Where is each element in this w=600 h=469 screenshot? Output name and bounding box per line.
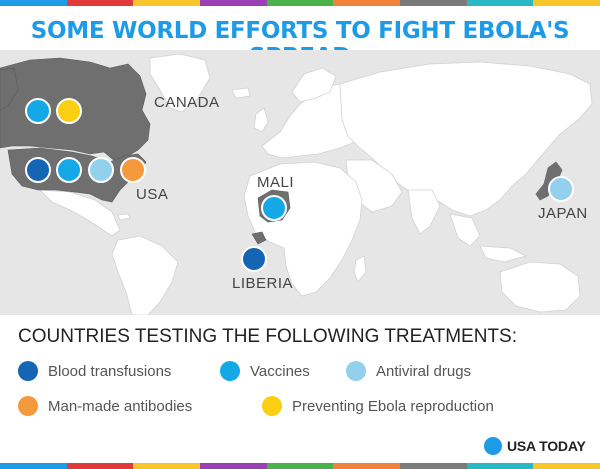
blood-transfusions-swatch	[18, 361, 38, 381]
topbar-segment	[400, 0, 467, 6]
usa-antiviral-drugs-marker	[88, 157, 114, 183]
world-map: CANADA USA MALI LIBERIA JAPAN	[0, 50, 600, 315]
topbar-segment	[0, 0, 67, 6]
topbar-segment	[266, 0, 334, 6]
usa-today-logo: USA TODAY	[484, 437, 586, 455]
bottombar-segment	[133, 463, 201, 469]
bottombar-segment	[200, 463, 267, 469]
canada-vaccines-marker	[25, 98, 51, 124]
topbar-segment	[333, 0, 401, 6]
topbar-segment	[133, 0, 201, 6]
vaccines-swatch	[220, 361, 240, 381]
country-label-japan: JAPAN	[538, 205, 588, 222]
legend-item-reproduction: Preventing Ebola reproduction	[262, 395, 494, 417]
legend-item-antiviral-drugs: Antiviral drugs	[346, 360, 471, 382]
country-label-liberia: LIBERIA	[232, 275, 294, 292]
topbar-segment	[200, 0, 267, 6]
reproduction-swatch	[262, 396, 282, 416]
mali-vaccines-marker	[261, 195, 287, 221]
antiviral-drugs-swatch	[346, 361, 366, 381]
bottom-color-stripe	[0, 463, 600, 469]
usa-today-wordmark: USA TODAY	[507, 438, 586, 454]
bottombar-segment	[266, 463, 334, 469]
japan-shape	[535, 161, 563, 201]
topbar-segment	[466, 0, 534, 6]
usa-antibodies-marker	[120, 157, 146, 183]
antibodies-swatch	[18, 396, 38, 416]
australia-shape	[499, 261, 581, 313]
legend-label: Antiviral drugs	[376, 362, 472, 380]
world-map-svg	[0, 53, 593, 315]
bottombar-segment	[466, 463, 534, 469]
usa-today-dot-icon	[484, 437, 502, 455]
greenland-shape	[149, 53, 211, 113]
legend-label: Man-made antibodies	[48, 397, 193, 415]
legend-label: Preventing Ebola reproduction	[292, 397, 494, 415]
country-label-canada: CANADA	[154, 94, 220, 111]
bottombar-segment	[400, 463, 467, 469]
bottombar-segment	[533, 463, 600, 469]
legend-item-blood-transfusions: Blood transfusions	[18, 360, 171, 382]
bottombar-segment	[333, 463, 401, 469]
japan-antiviral-drugs-marker	[548, 176, 574, 202]
topbar-segment	[66, 0, 134, 6]
legend-label: Blood transfusions	[48, 362, 172, 380]
liberia-shape	[251, 231, 267, 245]
legend-label: Vaccines	[250, 362, 310, 380]
usa-vaccines-marker	[56, 157, 82, 183]
canada-reproduction-marker	[56, 98, 82, 124]
legend-item-vaccines: Vaccines	[220, 360, 310, 382]
mexico-shape	[38, 189, 121, 237]
liberia-blood-transfusions-marker	[241, 246, 267, 272]
south-america-shape	[111, 235, 179, 315]
legend-title: COUNTRIES TESTING THE FOLLOWING TREATMEN…	[18, 326, 517, 347]
usa-blood-transfusions-marker	[25, 157, 51, 183]
topbar-segment	[533, 0, 600, 6]
bottombar-segment	[0, 463, 67, 469]
bottombar-segment	[66, 463, 134, 469]
top-color-stripe	[0, 0, 600, 6]
country-label-usa: USA	[136, 186, 169, 203]
country-label-mali: MALI	[257, 174, 295, 191]
legend-item-antibodies: Man-made antibodies	[18, 395, 192, 417]
